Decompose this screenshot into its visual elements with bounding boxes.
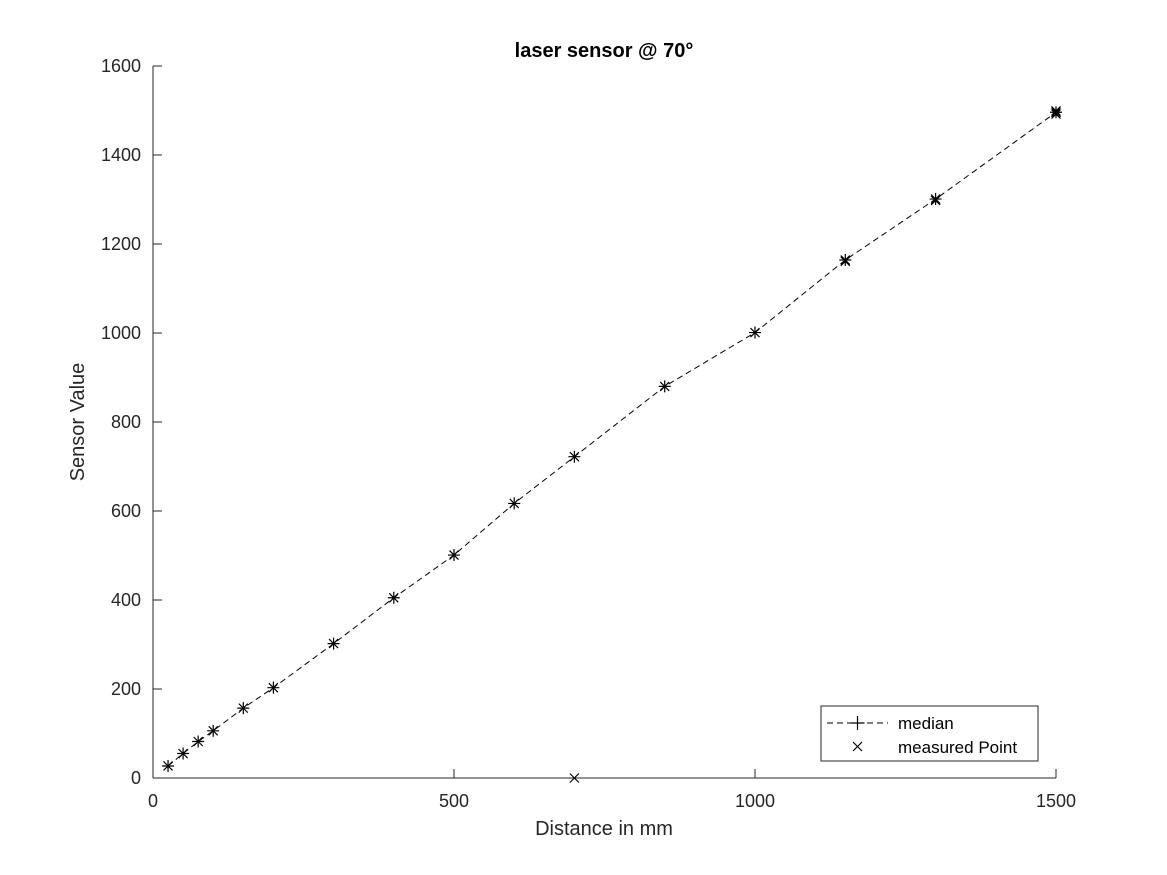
measured-point-marker [1051, 107, 1061, 118]
measured-point-marker [268, 682, 279, 693]
measured-point-marker [569, 773, 580, 783]
y-tick-label: 800 [111, 412, 141, 432]
measured-point-marker [328, 638, 339, 649]
x-tick-label: 1000 [735, 791, 775, 811]
measured-point-marker [388, 592, 399, 603]
measured-point-marker [930, 195, 941, 206]
x-axis-label: Distance in mm [535, 818, 673, 840]
measured-point-marker [930, 194, 941, 204]
measured-point-marker [208, 725, 219, 736]
x-tick-label: 1500 [1036, 791, 1076, 811]
measured-point-marker [750, 327, 760, 338]
measured-point-marker [840, 255, 851, 265]
y-tick-label: 1600 [101, 56, 141, 76]
x-tick-label: 500 [439, 791, 469, 811]
measured-point-marker [178, 748, 189, 759]
y-axis-ticks: 0 200 400 600 800 1000 1200 1400 1600 [101, 56, 162, 788]
legend-label-measured-point: measured Point [898, 738, 1017, 757]
measured-point-marker [840, 256, 851, 267]
chart-title: laser sensor @ 70° [515, 40, 694, 62]
y-axis-label: Sensor Value [67, 363, 89, 482]
measured-point-marker [449, 550, 459, 560]
legend-median-plus-marker [850, 716, 865, 730]
measured-point-marker [1051, 109, 1061, 119]
measured-point-marker [193, 736, 204, 747]
legend-label-median: median [898, 714, 954, 733]
y-tick-label: 1400 [101, 145, 141, 165]
measured-point-marker [163, 761, 173, 771]
measured-point-marker [569, 451, 580, 462]
x-axis-ticks: 0 500 1000 1500 [148, 769, 1076, 811]
legend-box [820, 705, 1039, 762]
measured-point-marker [238, 703, 249, 714]
y-tick-label: 600 [111, 501, 141, 521]
y-tick-label: 1000 [101, 323, 141, 343]
plot-area [152, 66, 1062, 783]
y-tick-label: 0 [131, 768, 141, 788]
measured-point-marker [659, 381, 670, 392]
measured-point-marker [1051, 106, 1061, 116]
median-series-line [167, 111, 1057, 767]
x-tick-label: 0 [148, 791, 158, 811]
legend: median measured Point [820, 705, 1039, 762]
legend-measured-x-marker [852, 741, 863, 752]
y-tick-label: 1200 [101, 234, 141, 254]
measured-point-marker [509, 498, 520, 509]
y-tick-label: 400 [111, 590, 141, 610]
y-tick-label: 200 [111, 679, 141, 699]
